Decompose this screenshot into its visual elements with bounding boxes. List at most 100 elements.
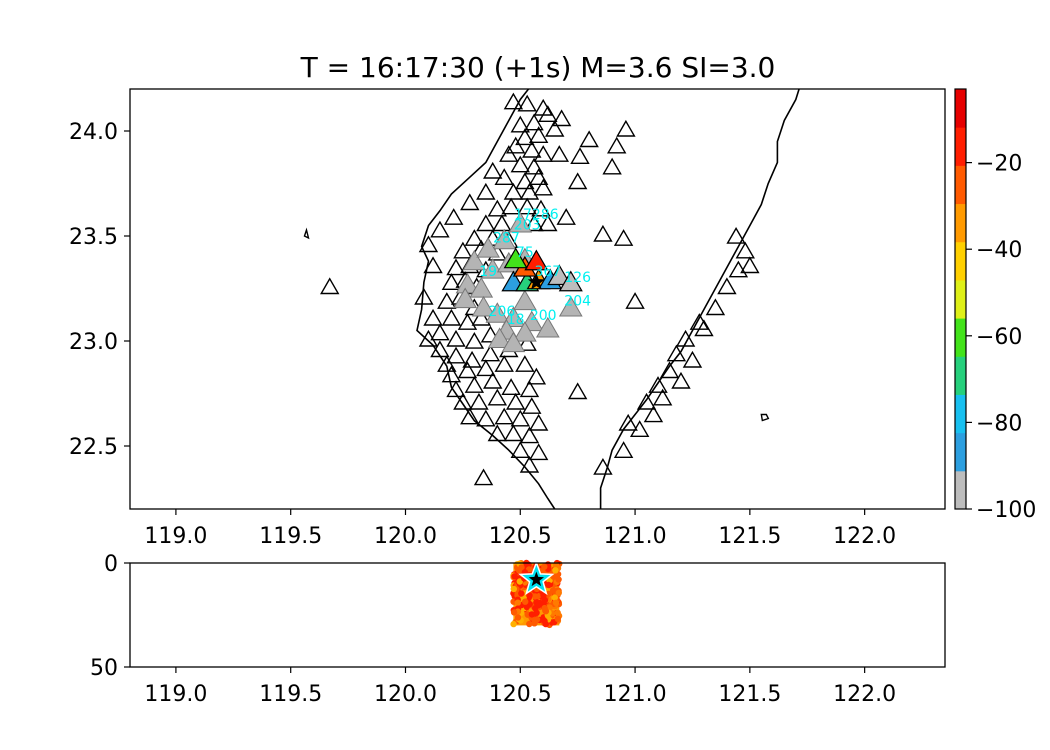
station-idle-triangle bbox=[501, 197, 521, 215]
station-inactive-triangle bbox=[513, 321, 537, 342]
station-inactive-triangle bbox=[501, 331, 526, 353]
station-idle-triangle bbox=[728, 260, 749, 278]
station-idle-triangle bbox=[464, 229, 485, 246]
station-inactive-triangle bbox=[471, 295, 496, 317]
depth-plot-area bbox=[129, 559, 946, 668]
station-idle-triangle bbox=[510, 115, 530, 133]
colorbar-segment bbox=[955, 318, 966, 357]
station-inactive-triangle bbox=[476, 237, 501, 258]
map-y-tick-label: 22.5 bbox=[69, 435, 118, 460]
station-idle-triangle bbox=[430, 220, 450, 238]
station-idle-triangle bbox=[602, 157, 622, 175]
station-idle-triangle bbox=[519, 182, 540, 200]
map-x-tick-label: 122.0 bbox=[833, 524, 896, 549]
station-idle-triangle bbox=[625, 292, 645, 309]
station-idle-triangle bbox=[483, 161, 503, 179]
station-idle-triangle bbox=[671, 371, 691, 389]
station-idle-triangle bbox=[453, 392, 473, 410]
hypocenter-inner-star bbox=[528, 571, 544, 587]
station-idle-triangle bbox=[487, 424, 508, 442]
station-inactive-triangle bbox=[453, 287, 478, 309]
station-inactive-triangle bbox=[508, 211, 533, 233]
depth-x-tick-label: 122.0 bbox=[833, 682, 896, 707]
station-label: 17286 bbox=[514, 207, 559, 223]
colorbar-segment bbox=[955, 279, 966, 319]
station-idle-triangle bbox=[503, 182, 524, 200]
station-triggered-triangle bbox=[524, 249, 549, 271]
station-idle-triangle bbox=[524, 157, 544, 175]
station-idle-triangle bbox=[517, 197, 537, 215]
depth-grid-point bbox=[510, 585, 517, 593]
colorbar-segment bbox=[955, 356, 966, 395]
depth-grid-point bbox=[541, 563, 548, 570]
station-label: 18 bbox=[507, 312, 525, 328]
station-label: 206 bbox=[489, 304, 516, 320]
station-idle-triangle bbox=[457, 361, 478, 379]
station-idle-triangle bbox=[494, 407, 514, 425]
station-idle-triangle bbox=[705, 298, 726, 316]
depth-grid-point bbox=[532, 605, 539, 612]
depth-grid-point bbox=[511, 573, 518, 580]
station-idle-triangle bbox=[528, 443, 549, 461]
station-idle-triangle bbox=[740, 256, 760, 274]
station-idle-triangle bbox=[476, 409, 496, 427]
station-inactive-triangle bbox=[469, 277, 494, 298]
depth-y-axis: 0 50 bbox=[90, 552, 130, 681]
station-idle-triangle bbox=[735, 241, 755, 259]
station-idle-triangle bbox=[726, 226, 746, 244]
station-idle-triangle bbox=[549, 145, 570, 162]
depth-grid-point bbox=[528, 611, 536, 618]
station-idle-triangle bbox=[533, 145, 553, 162]
station-idle-triangle bbox=[469, 392, 489, 410]
station-idle-triangle bbox=[567, 172, 588, 190]
chart-title: T = 16:17:30 (+1s) M=3.6 SI=3.0 bbox=[300, 51, 776, 84]
penghu-islet bbox=[303, 227, 310, 240]
depth-y-tick-label: 0 bbox=[104, 552, 118, 577]
colorbar-segment bbox=[955, 241, 966, 281]
colorbar-segment bbox=[955, 89, 966, 128]
depth-grid-point bbox=[540, 592, 547, 599]
map-y-axis: 22.5 23.0 23.5 24.0 bbox=[69, 120, 130, 460]
station-idle-triangle bbox=[519, 380, 540, 398]
map-x-axis: 119.0 119.5 120.0 120.5 121.0 121.5 122.0 bbox=[144, 509, 896, 549]
station-idle-triangle bbox=[717, 277, 737, 295]
coastline-west bbox=[416, 89, 556, 509]
depth-x-axis: 119.0 119.5 120.0 120.5 121.0 121.5 122.0 bbox=[144, 667, 896, 707]
station-idle-triangle bbox=[437, 292, 457, 309]
station-idle-triangle bbox=[483, 371, 503, 389]
station-idle-triangle bbox=[515, 172, 535, 190]
station-idle-triangle bbox=[618, 413, 638, 431]
map-x-tick-label: 120.0 bbox=[374, 524, 437, 549]
station-inactive-triangle bbox=[535, 316, 560, 338]
colorbar-segment bbox=[955, 470, 966, 510]
station-idle-triangle bbox=[567, 382, 588, 400]
depth-grid-point bbox=[545, 590, 552, 597]
colorbar-segment bbox=[955, 127, 966, 166]
station-idle-triangle bbox=[441, 273, 462, 291]
depth-grid-point bbox=[514, 599, 521, 606]
station-idle-triangle bbox=[476, 214, 496, 232]
depth-grid-point bbox=[555, 589, 562, 596]
map-x-tick-label: 121.0 bbox=[604, 524, 667, 549]
station-idle-triangle bbox=[675, 329, 696, 347]
station-idle-triangle bbox=[505, 392, 526, 410]
depth-x-tick-label: 119.5 bbox=[259, 682, 322, 707]
depth-grid-point bbox=[526, 620, 533, 628]
station-idle-triangle bbox=[476, 182, 496, 200]
station-idle-triangle bbox=[437, 355, 457, 372]
station-idle-triangle bbox=[652, 388, 673, 406]
colorbar-frame bbox=[954, 88, 967, 510]
station-idle-triangle bbox=[528, 413, 549, 431]
station-idle-triangle bbox=[519, 455, 540, 473]
station-idle-triangle bbox=[499, 145, 519, 162]
station-inactive-triangle bbox=[487, 327, 512, 348]
station-idle-triangle bbox=[616, 119, 636, 137]
station-idle-triangle bbox=[503, 424, 524, 442]
colorbar-segment bbox=[955, 165, 966, 205]
station-idle-triangle bbox=[430, 323, 450, 341]
station-idle-triangle bbox=[510, 409, 530, 427]
epicenter-star bbox=[527, 273, 545, 290]
depth-grid-point bbox=[554, 615, 561, 622]
